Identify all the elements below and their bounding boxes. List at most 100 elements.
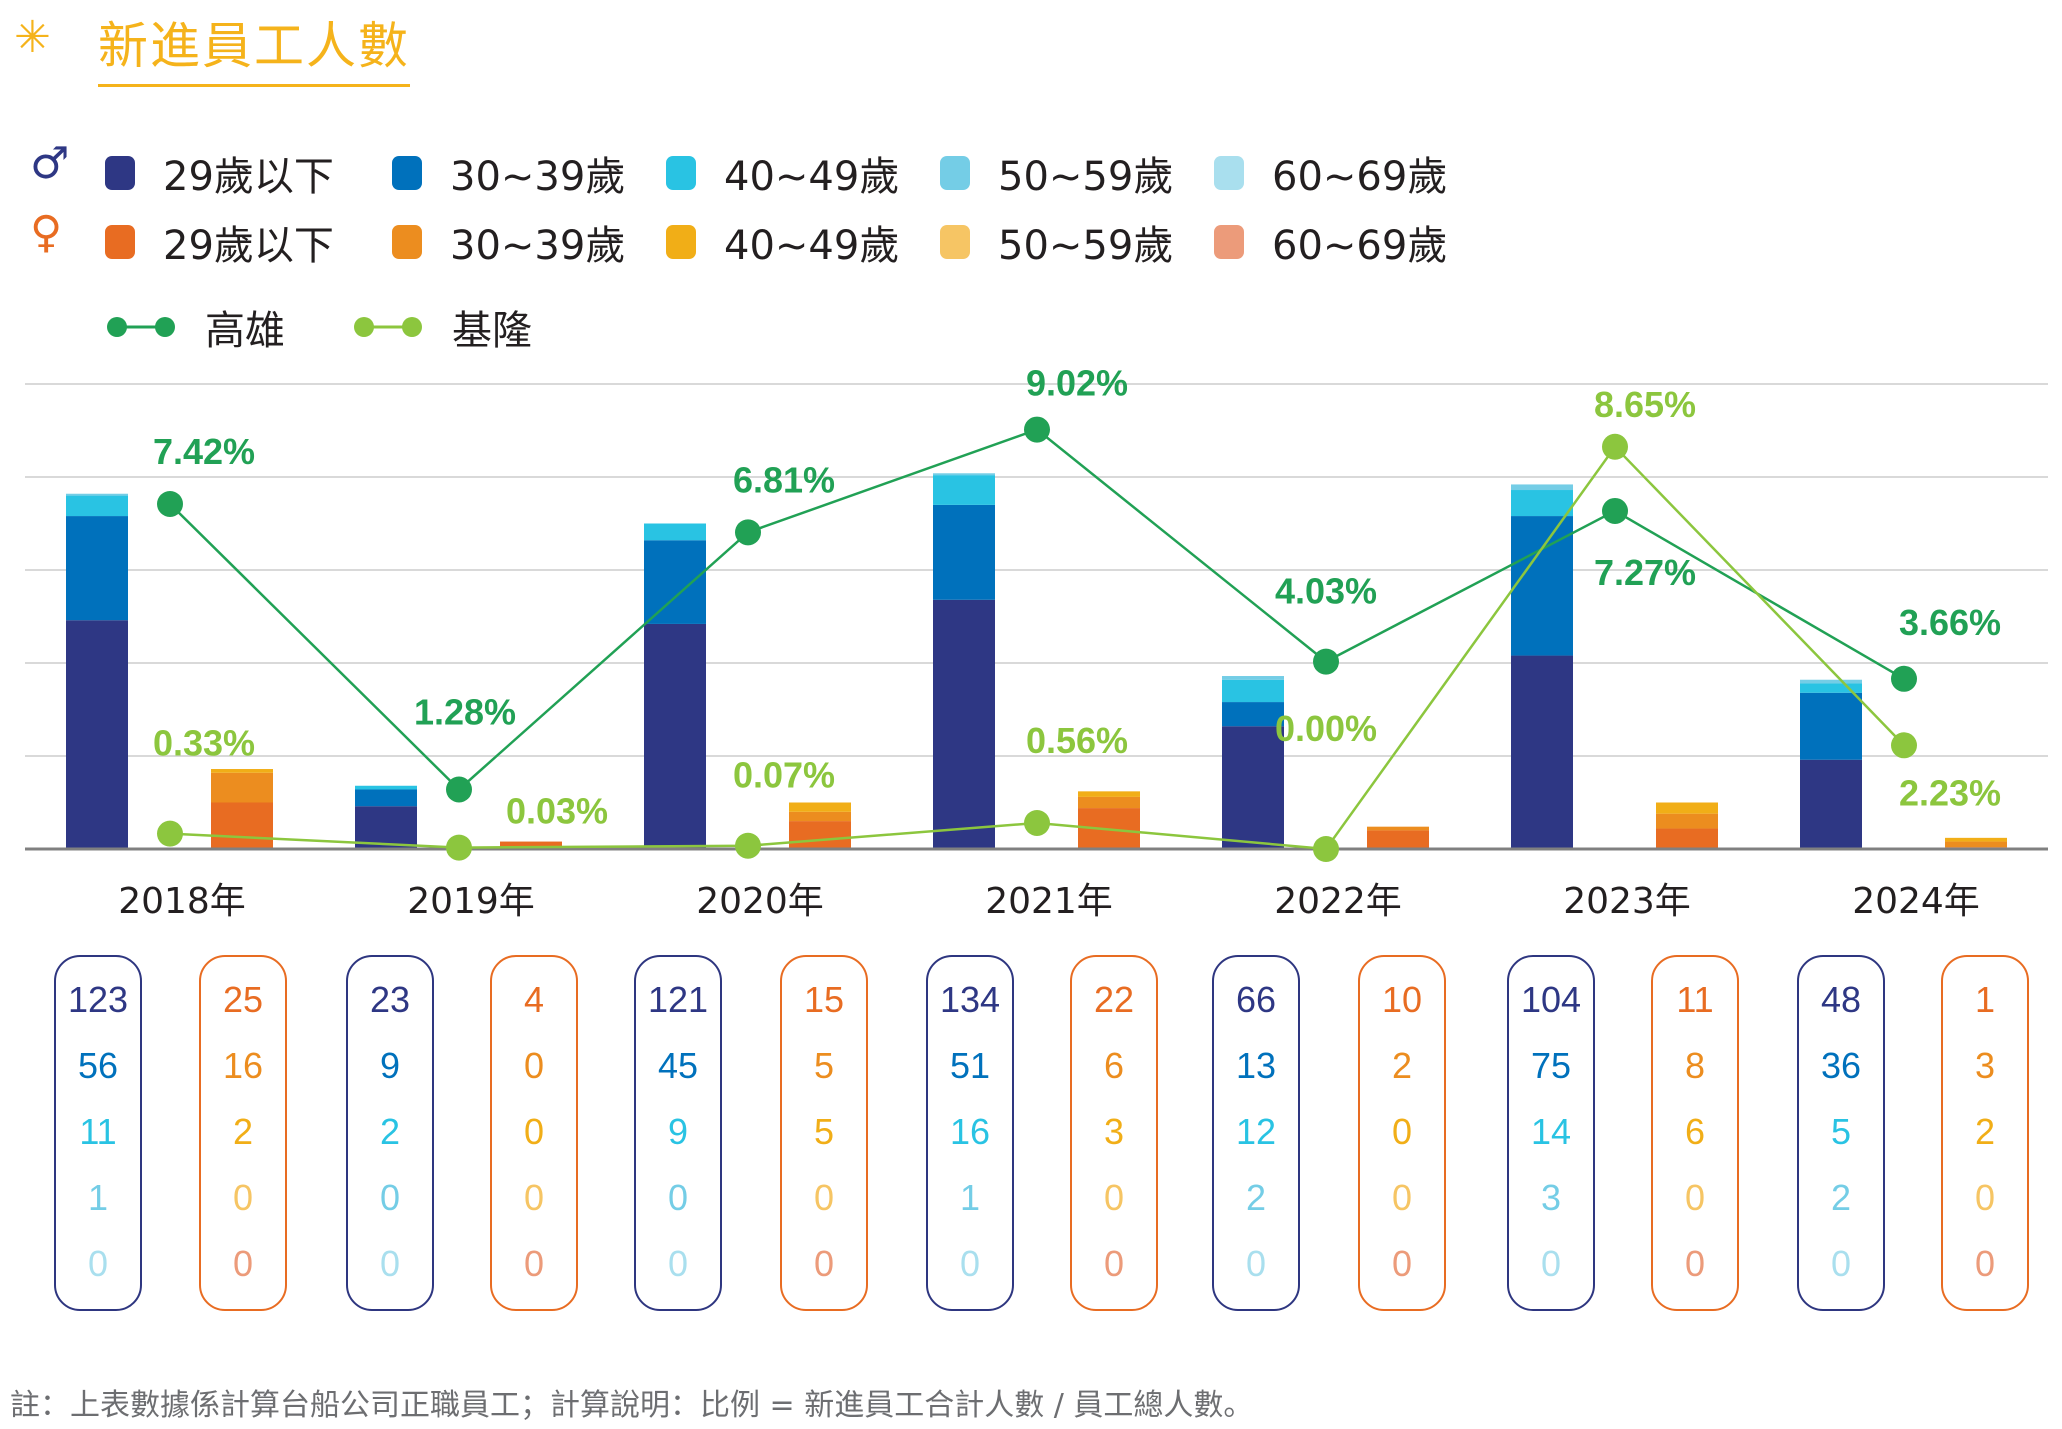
legend-item-male-3: 50~59歲 <box>940 144 1173 202</box>
combo-chart: 7.42% 1.28% 6.81% 9.02% 4.03% 7.27% 3.66% 0.33%… <box>25 363 2048 862</box>
data-point <box>446 776 472 803</box>
table-cell: 0 <box>1245 1243 1267 1284</box>
data-label: 0.03% <box>506 791 608 832</box>
data-label: 8.65% <box>1594 384 1696 425</box>
asterisk-icon: ✳ <box>14 12 51 63</box>
legend-item-female-3: 50~59歲 <box>940 213 1173 271</box>
legend-item-female-2: 40~49歲 <box>666 213 899 271</box>
table-cell: 66 <box>1235 979 1277 1020</box>
legend-label: 40~49歲 <box>724 223 900 269</box>
data-point <box>1024 416 1050 443</box>
table-cell: 3 <box>1974 1045 1996 1086</box>
table-cell: 6 <box>1684 1111 1706 1152</box>
table-cell: 4 <box>523 979 545 1020</box>
legend-label: 30~39歲 <box>450 223 626 269</box>
bar-male-6-1 <box>1800 692 1862 760</box>
legend-swatch <box>392 156 422 190</box>
line-marker-icon <box>354 317 422 337</box>
table-cell: 0 <box>87 1243 109 1284</box>
bar-male-5-0 <box>1511 655 1573 849</box>
table-cell: 2 <box>1830 1177 1852 1218</box>
table-column-male: 121 45 9 0 0 <box>634 955 722 1311</box>
bar-male-4-1 <box>1222 702 1284 727</box>
legend-swatch <box>666 225 696 259</box>
legend-label: 30~39歲 <box>450 154 626 200</box>
table-cell: 0 <box>523 1045 545 1086</box>
legend-item-keelung: 基隆 <box>352 298 532 356</box>
data-point <box>1891 665 1917 692</box>
table-cell: 22 <box>1093 979 1135 1020</box>
bar-female-1-0 <box>500 841 562 849</box>
table-cell: 11 <box>1676 979 1714 1020</box>
x-tick-label: 2019年 <box>407 881 535 922</box>
table-cell: 56 <box>77 1045 119 1086</box>
table-cell: 0 <box>667 1177 689 1218</box>
legend-swatch <box>940 225 970 259</box>
table-cell: 0 <box>232 1243 254 1284</box>
table-cell: 0 <box>523 1111 545 1152</box>
legend-item-female-0: 29歲以下 <box>105 213 334 271</box>
bar-male-4-0 <box>1222 726 1284 849</box>
data-point <box>735 519 761 546</box>
table-cell: 0 <box>959 1243 981 1284</box>
table-cell: 10 <box>1381 979 1423 1020</box>
table-cell: 0 <box>1391 1243 1413 1284</box>
table-cell: 5 <box>813 1045 835 1086</box>
table-cell: 48 <box>1820 979 1862 1020</box>
bar-male-0-0 <box>66 620 128 849</box>
data-point <box>1891 732 1917 759</box>
table-column-female: 4 0 0 0 0 <box>490 955 578 1311</box>
data-label: 0.56% <box>1026 720 1128 761</box>
bar-male-5-3 <box>1511 484 1573 491</box>
table-cell: 11 <box>79 1111 117 1152</box>
x-tick-label: 2020年 <box>696 881 824 922</box>
table-cell: 15 <box>803 979 845 1020</box>
table-cell: 0 <box>232 1177 254 1218</box>
table-cell: 0 <box>667 1243 689 1284</box>
x-tick-label: 2021年 <box>985 881 1113 922</box>
table-cell: 0 <box>813 1243 835 1284</box>
table-column-male: 66 13 12 2 0 <box>1212 955 1300 1311</box>
bar-male-2-1 <box>644 540 706 624</box>
legend-swatch <box>105 225 135 259</box>
bar-female-0-1 <box>211 772 273 803</box>
table-cell: 2 <box>379 1111 401 1152</box>
data-label: 9.02% <box>1026 363 1128 404</box>
bar-female-0-0 <box>211 802 273 849</box>
legend-label: 60~69歲 <box>1272 223 1448 269</box>
table-cell: 45 <box>657 1045 699 1086</box>
table-cell: 3 <box>1103 1111 1125 1152</box>
table-column-female: 1 3 2 0 0 <box>1941 955 2029 1311</box>
legend-swatch <box>940 156 970 190</box>
table-cell: 0 <box>1103 1177 1125 1218</box>
bar-male-3-2 <box>933 475 995 505</box>
bar-male-2-0 <box>644 623 706 849</box>
table-column-male: 48 36 5 2 0 <box>1797 955 1885 1311</box>
male-symbol-icon: ♂ <box>30 138 70 189</box>
table-cell: 0 <box>523 1177 545 1218</box>
bar-female-2-1 <box>789 811 851 822</box>
table-column-male: 134 51 16 1 0 <box>926 955 1014 1311</box>
table-cell: 36 <box>1820 1045 1862 1086</box>
table-cell: 16 <box>949 1111 991 1152</box>
legend-label: 60~69歲 <box>1272 154 1448 200</box>
table-cell: 1 <box>959 1177 981 1218</box>
legend-label: 50~59歲 <box>998 154 1174 200</box>
bar-male-6-3 <box>1800 679 1862 684</box>
data-point <box>1313 648 1339 675</box>
data-label: 4.03% <box>1275 571 1377 612</box>
table-cell: 2 <box>1245 1177 1267 1218</box>
table-cell: 25 <box>222 979 264 1020</box>
legend-item-female-4: 60~69歲 <box>1214 213 1447 271</box>
bar-female-5-0 <box>1656 828 1718 849</box>
table-column-male: 23 9 2 0 0 <box>346 955 434 1311</box>
table-cell: 75 <box>1530 1045 1572 1086</box>
legend-label: 基隆 <box>452 308 532 354</box>
table-cell: 121 <box>647 979 709 1020</box>
bar-male-0-3 <box>66 493 128 496</box>
data-label: 0.33% <box>153 723 255 764</box>
table-cell: 104 <box>1520 979 1582 1020</box>
bar-female-5-2 <box>1656 802 1718 814</box>
legend-label: 40~49歲 <box>724 154 900 200</box>
legend-item-male-2: 40~49歲 <box>666 144 899 202</box>
